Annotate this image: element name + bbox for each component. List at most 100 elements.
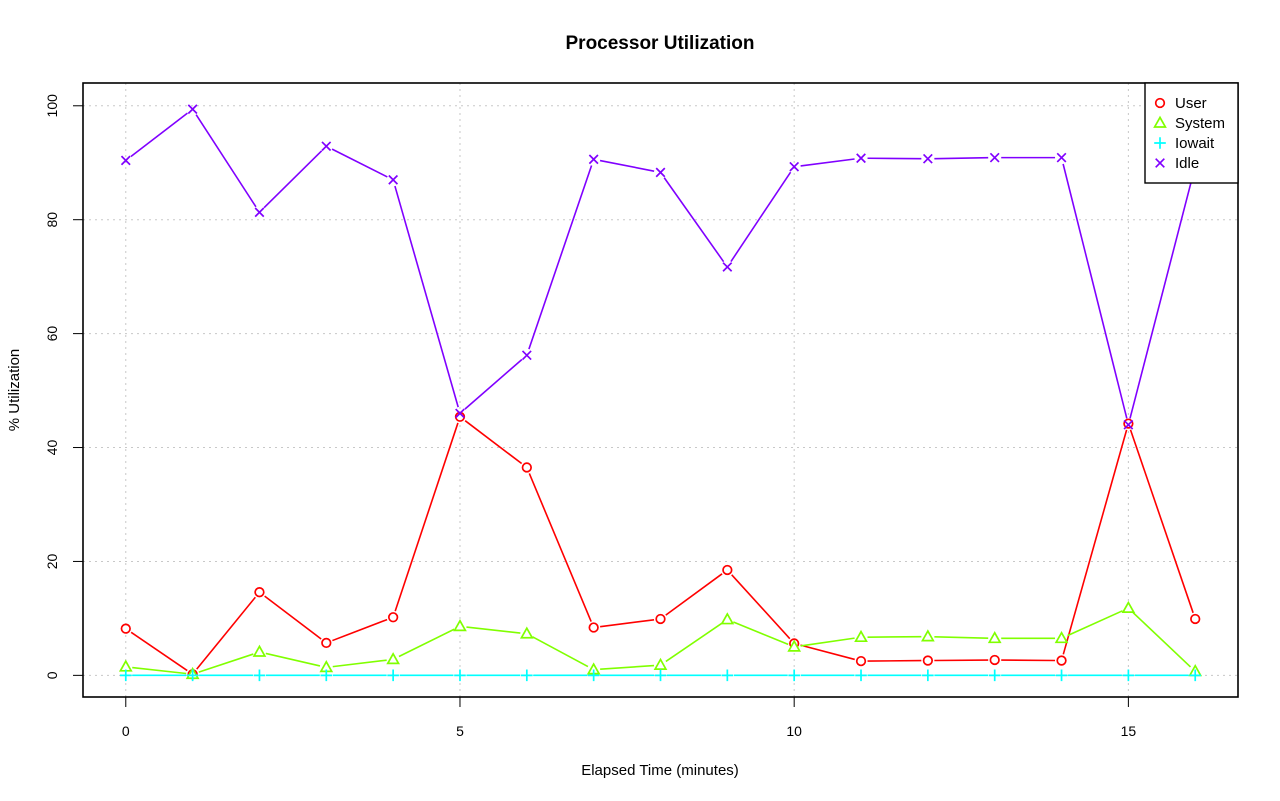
system-line-segment xyxy=(265,652,321,667)
y-tick-label: 80 xyxy=(44,212,60,228)
system-point xyxy=(453,619,467,632)
idle-line-segment xyxy=(394,185,459,408)
x-tick-label: 5 xyxy=(456,723,464,739)
idle-point xyxy=(655,167,666,178)
idle-point xyxy=(120,155,131,166)
user-line-segment xyxy=(800,644,855,661)
iowait-point xyxy=(454,669,466,682)
user-point xyxy=(922,655,934,666)
legend-marker-iowait xyxy=(1154,137,1166,149)
system-line-segment xyxy=(1067,610,1123,637)
legend-label-idle: Idle xyxy=(1175,155,1199,172)
idle-line-segment xyxy=(800,158,855,167)
idle-point xyxy=(321,141,332,152)
idle-point xyxy=(455,408,465,419)
iowait-point xyxy=(855,669,867,682)
x-tick-label: 15 xyxy=(1121,723,1137,739)
y-tick-label: 20 xyxy=(44,553,60,569)
system-point xyxy=(787,639,802,652)
idle-line-segment xyxy=(730,171,792,263)
series-system xyxy=(118,600,1203,680)
legend-label-iowait: Iowait xyxy=(1175,135,1215,152)
chart-title: Processor Utilization xyxy=(566,33,755,54)
user-point xyxy=(722,564,733,576)
system-point xyxy=(1054,631,1069,644)
system-line-segment xyxy=(600,664,655,671)
idle-point xyxy=(989,152,1000,163)
series-idle xyxy=(120,104,1201,430)
plot-frame xyxy=(82,82,1239,698)
idle-point xyxy=(588,154,599,165)
iowait-point xyxy=(1055,669,1068,682)
idle-point xyxy=(922,153,933,164)
system-point xyxy=(720,612,735,625)
idle-point xyxy=(1056,152,1067,163)
system-point xyxy=(653,657,668,670)
user-line-segment xyxy=(196,596,256,670)
system-line-segment xyxy=(934,635,989,639)
legend-marker-system xyxy=(1153,115,1167,128)
iowait-point xyxy=(788,669,800,682)
system-line-segment xyxy=(532,636,589,668)
iowait-point xyxy=(387,669,399,682)
user-line-segment xyxy=(394,422,459,612)
system-line-segment xyxy=(800,637,855,647)
y-tick-label: 100 xyxy=(44,94,60,118)
user-point xyxy=(321,637,332,649)
system-line-segment xyxy=(332,659,387,668)
legend-item-user: User xyxy=(1154,95,1207,112)
system-point xyxy=(921,629,935,642)
idle-point xyxy=(388,174,399,185)
user-line-segment xyxy=(600,618,655,628)
idle-point xyxy=(856,153,866,164)
idle-line-segment xyxy=(528,165,593,350)
iowait-point xyxy=(721,669,734,682)
system-line-segment xyxy=(1132,612,1192,668)
system-point xyxy=(386,652,400,665)
legend-item-iowait: Iowait xyxy=(1154,135,1215,152)
user-point xyxy=(387,612,399,623)
iowait-point xyxy=(1122,669,1135,682)
y-axis-label: % Utilization xyxy=(6,349,23,432)
user-point xyxy=(1190,613,1201,625)
idle-point xyxy=(1123,419,1134,430)
legend-marker-idle xyxy=(1155,158,1165,168)
user-point xyxy=(1056,655,1067,666)
legend-marker-user xyxy=(1154,97,1166,109)
user-line-segment xyxy=(731,574,791,640)
idle-point xyxy=(187,104,198,115)
series-user xyxy=(120,411,1201,680)
x-tick-label: 0 xyxy=(122,723,130,739)
idle-line-segment xyxy=(663,177,725,263)
idle-line-segment xyxy=(1129,172,1195,419)
iowait-point xyxy=(119,669,132,682)
y-tick-label: 60 xyxy=(44,326,60,342)
system-line-segment xyxy=(733,621,789,646)
idle-point xyxy=(254,207,265,218)
system-line-segment xyxy=(665,622,723,663)
iowait-point xyxy=(988,669,1001,682)
axes-layer: 0 5 10 15 0 20 40 60 80 100 xyxy=(44,94,1136,739)
idle-line-segment xyxy=(934,156,989,160)
iowait-point xyxy=(186,669,199,682)
grid-layer xyxy=(83,83,1238,697)
user-point xyxy=(521,462,532,473)
idle-line-segment xyxy=(331,148,388,178)
iowait-point xyxy=(654,669,667,682)
iowait-point xyxy=(587,669,600,682)
system-point xyxy=(987,631,1002,644)
user-point xyxy=(120,623,131,634)
system-point xyxy=(519,626,534,639)
system-line-segment xyxy=(398,628,455,658)
idle-line-segment xyxy=(263,150,323,209)
user-line-segment xyxy=(264,595,322,640)
user-point xyxy=(655,613,666,625)
iowait-point xyxy=(253,669,266,682)
user-line-segment xyxy=(332,618,388,642)
idle-point xyxy=(789,161,800,172)
y-tick-label: 0 xyxy=(44,671,60,679)
legend-item-idle: Idle xyxy=(1155,155,1199,172)
idle-point xyxy=(722,262,733,272)
